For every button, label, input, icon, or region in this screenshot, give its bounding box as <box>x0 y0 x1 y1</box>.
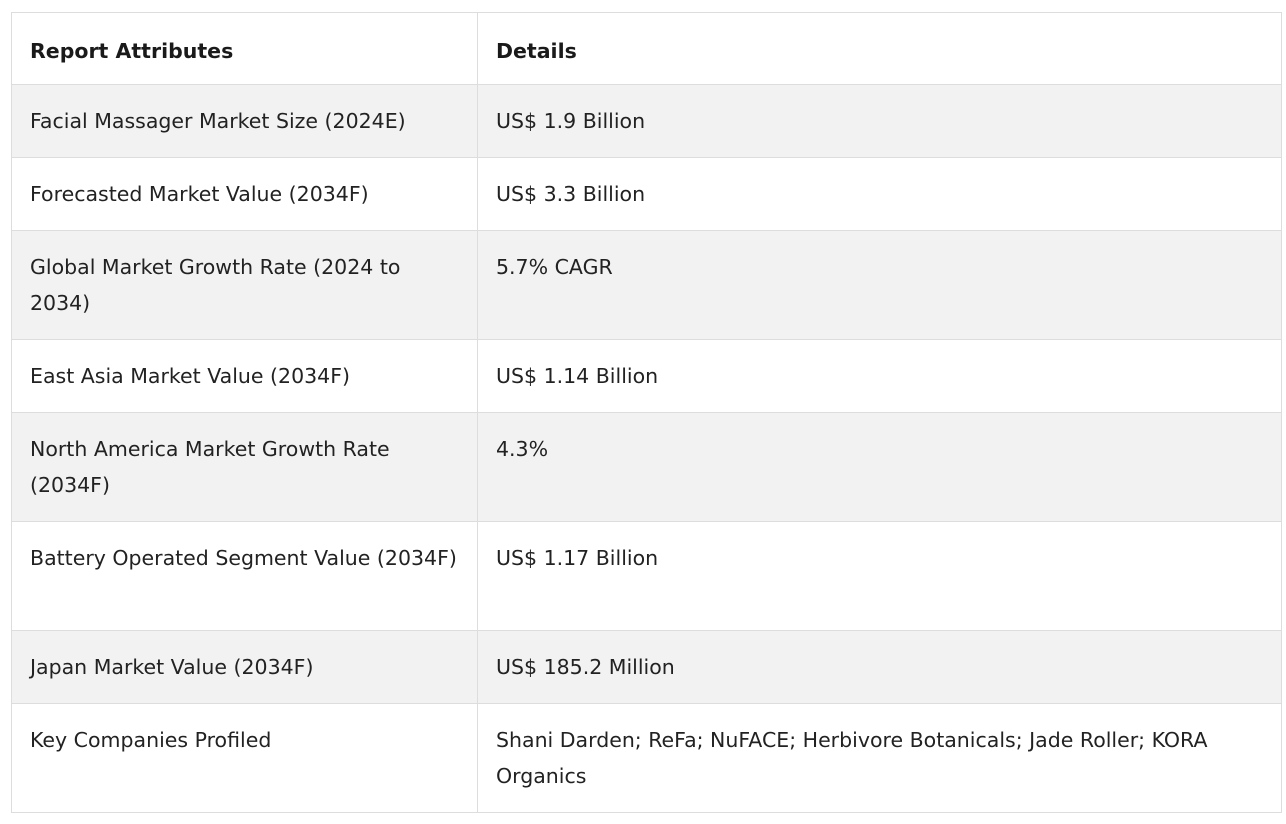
attribute-cell: Japan Market Value (2034F) <box>11 630 478 704</box>
report-attributes-table: Report Attributes Details Facial Massage… <box>11 12 1282 813</box>
attribute-cell: Forecasted Market Value (2034F) <box>11 157 478 231</box>
detail-cell: US$ 3.3 Billion <box>477 157 1282 231</box>
attribute-cell: Battery Operated Segment Value (2034F) <box>11 521 478 631</box>
report-table-container: Report Attributes Details Facial Massage… <box>11 12 1282 813</box>
attribute-cell: East Asia Market Value (2034F) <box>11 339 478 413</box>
detail-cell: US$ 185.2 Million <box>477 630 1282 704</box>
table-row: Japan Market Value (2034F) US$ 185.2 Mil… <box>11 630 1282 704</box>
table-row: Global Market Growth Rate (2024 to 2034)… <box>11 230 1282 340</box>
detail-cell: Shani Darden; ReFa; NuFACE; Herbivore Bo… <box>477 703 1282 813</box>
table-header-row: Report Attributes Details <box>11 12 1282 85</box>
table-row: Forecasted Market Value (2034F) US$ 3.3 … <box>11 157 1282 231</box>
header-report-attributes: Report Attributes <box>11 12 478 85</box>
table-row: Facial Massager Market Size (2024E) US$ … <box>11 84 1282 158</box>
table-row: Battery Operated Segment Value (2034F) U… <box>11 521 1282 631</box>
table-row: Key Companies Profiled Shani Darden; ReF… <box>11 703 1282 813</box>
table-row: East Asia Market Value (2034F) US$ 1.14 … <box>11 339 1282 413</box>
detail-cell: US$ 1.9 Billion <box>477 84 1282 158</box>
detail-cell: 5.7% CAGR <box>477 230 1282 340</box>
detail-cell: US$ 1.17 Billion <box>477 521 1282 631</box>
attribute-cell: Global Market Growth Rate (2024 to 2034) <box>11 230 478 340</box>
header-details: Details <box>477 12 1282 85</box>
attribute-cell: Facial Massager Market Size (2024E) <box>11 84 478 158</box>
detail-cell: US$ 1.14 Billion <box>477 339 1282 413</box>
attribute-cell: North America Market Growth Rate (2034F) <box>11 412 478 522</box>
table-row: North America Market Growth Rate (2034F)… <box>11 412 1282 522</box>
attribute-cell: Key Companies Profiled <box>11 703 478 813</box>
detail-cell: 4.3% <box>477 412 1282 522</box>
